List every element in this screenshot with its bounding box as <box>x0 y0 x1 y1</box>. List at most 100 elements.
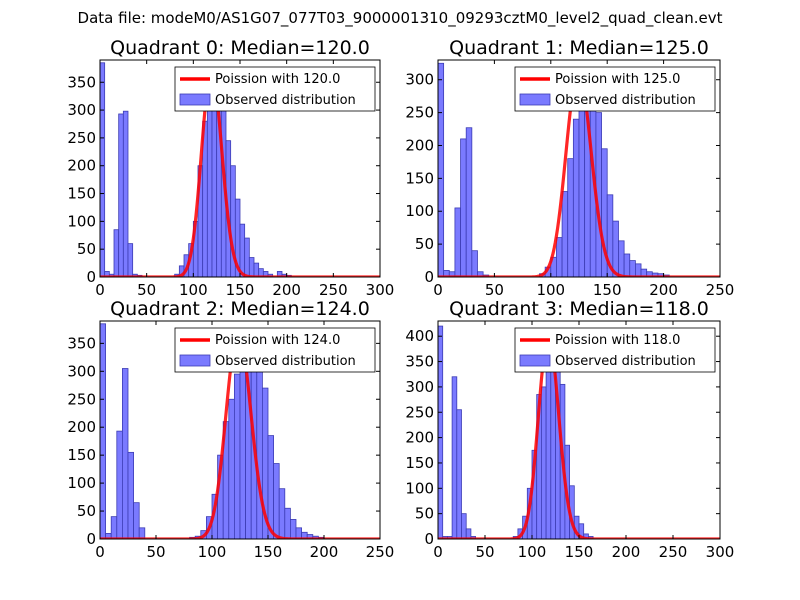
y-tick-label: 300 <box>67 101 96 119</box>
histogram-bar <box>541 386 547 539</box>
y-tick-label: 300 <box>67 362 96 380</box>
histogram-bar <box>233 373 241 539</box>
x-tick-label: 200 <box>649 281 678 299</box>
histogram-bar <box>461 513 467 539</box>
histogram-bar <box>465 127 473 277</box>
histogram-bar <box>273 463 280 539</box>
histogram-bar <box>561 191 569 277</box>
x-tick-label: 150 <box>593 281 622 299</box>
quadrant-3-panel: 0 50 100 150 200 250 300 0 50 100 150 200 250 300 350 4… <box>405 298 734 561</box>
histogram-bar <box>206 90 213 277</box>
x-tick-label: 250 <box>366 543 395 561</box>
y-tick-label: 400 <box>405 327 434 345</box>
legend-label-observed: Observed distribution <box>555 93 696 108</box>
histogram-bar <box>248 257 255 277</box>
legend-label-poisson: Poission with 125.0 <box>555 72 680 87</box>
poisson-fit-line <box>100 69 380 277</box>
x-tick-label: 0 <box>433 543 443 561</box>
y-tick-label: 150 <box>67 446 96 464</box>
quadrant-1-panel: 0 50 100 150 200 250 0 50 100 150 200 250 300 Quadran… <box>405 37 734 299</box>
y-tick-label: 100 <box>405 479 434 497</box>
histogram-bar <box>239 223 246 277</box>
legend-label-poisson: Poission with 120.0 <box>215 72 340 87</box>
histogram-bar <box>239 354 246 539</box>
x-tick-label: 0 <box>95 543 105 561</box>
histogram-bar <box>572 118 580 277</box>
y-tick-label: 100 <box>67 212 96 230</box>
x-tick-label: 50 <box>146 543 165 561</box>
x-tick-label: 50 <box>137 281 156 299</box>
y-tick-label: 300 <box>405 378 434 396</box>
x-tick-label: 50 <box>475 543 494 561</box>
histogram-bar <box>253 262 260 277</box>
y-tick-label: 50 <box>415 505 434 523</box>
histogram-bar <box>438 62 445 277</box>
x-tick-label: 100 <box>198 543 227 561</box>
y-tick-label: 50 <box>77 240 96 258</box>
histogram-bar <box>113 229 120 277</box>
histogram-bar <box>118 113 124 277</box>
x-tick-label: 300 <box>706 543 735 561</box>
y-tick-label: 150 <box>405 169 434 187</box>
histogram-bar <box>110 516 118 539</box>
legend-label-observed: Observed distribution <box>215 93 356 108</box>
y-tick-label: 250 <box>67 390 96 408</box>
panel-title: Quadrant 3: Median=118.0 <box>449 298 709 320</box>
y-tick-label: 250 <box>67 129 96 147</box>
histogram-bar <box>138 527 146 539</box>
histogram-bar <box>127 243 134 277</box>
histogram-bar <box>451 376 458 539</box>
y-tick-label: 150 <box>405 454 434 472</box>
x-tick-label: 300 <box>366 281 395 299</box>
histogram-bar <box>100 323 106 539</box>
y-tick-label: 350 <box>67 334 96 352</box>
histogram-bar <box>460 138 467 277</box>
x-tick-label: 100 <box>536 281 565 299</box>
x-tick-label: 250 <box>706 281 735 299</box>
histogram-bar <box>556 237 563 277</box>
histogram-bar <box>256 365 263 539</box>
x-tick-label: 100 <box>179 281 208 299</box>
histogram-bar <box>623 253 631 277</box>
legend-bar-swatch <box>179 354 211 367</box>
y-tick-label: 350 <box>67 73 96 91</box>
histogram-bar <box>278 488 286 539</box>
x-tick-label: 100 <box>518 543 547 561</box>
histogram-bar <box>244 237 250 277</box>
y-tick-label: 100 <box>67 474 96 492</box>
legend-label-poisson: Poission with 118.0 <box>555 333 680 348</box>
legend-bar-swatch <box>519 93 551 106</box>
legend-bar-swatch <box>519 354 551 367</box>
y-tick-label: 0 <box>424 530 434 548</box>
x-tick-label: 0 <box>433 281 443 299</box>
histogram-bar <box>456 409 462 539</box>
histogram-bar <box>100 62 106 277</box>
x-tick-label: 250 <box>659 543 688 561</box>
legend-label-poisson: Poission with 124.0 <box>215 333 340 348</box>
histogram-bar <box>284 507 291 539</box>
histogram-bar <box>122 110 129 277</box>
axes-frame <box>99 320 381 540</box>
histogram-bar <box>471 250 478 277</box>
legend-bar-swatch <box>179 93 211 106</box>
axes-frame <box>437 59 721 278</box>
y-tick-label: 200 <box>405 429 434 447</box>
quadrant-2-panel: 0 50 100 150 200 250 0 50 100 150 200 250 300 350 Quad… <box>67 298 394 561</box>
histogram-bar <box>454 207 461 277</box>
x-tick-label: 150 <box>565 543 594 561</box>
histogram-bar <box>578 85 586 277</box>
histogram-bar <box>612 220 619 277</box>
x-tick-label: 50 <box>485 281 504 299</box>
x-tick-label: 150 <box>254 543 283 561</box>
x-tick-label: 200 <box>310 543 339 561</box>
histogram-bar <box>116 430 123 539</box>
histogram-bar <box>629 260 636 277</box>
quadrant-0-panel: 0 50 100 150 200 250 300 0 50 100 150 200 250 300 350 Q… <box>67 37 394 299</box>
y-tick-label: 300 <box>405 71 434 89</box>
x-tick-label: 150 <box>226 281 255 299</box>
panel-title: Quadrant 0: Median=120.0 <box>110 37 370 59</box>
y-tick-label: 0 <box>86 530 96 548</box>
histogram-bar <box>228 398 235 539</box>
histogram-bar <box>295 527 302 539</box>
x-tick-label: 0 <box>95 281 105 299</box>
